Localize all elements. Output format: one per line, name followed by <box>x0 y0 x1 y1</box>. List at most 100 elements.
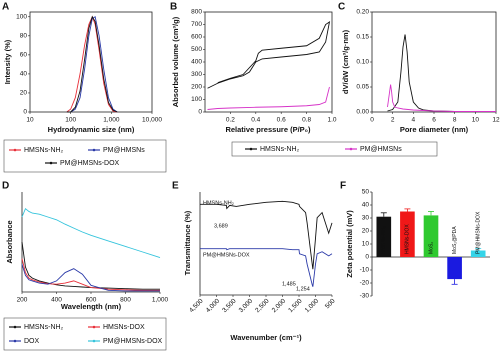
x-tick-label: 10 <box>472 117 480 124</box>
x-axis-title: Pore diameter (nm) <box>400 125 469 134</box>
y-tick-label: 0.20 <box>356 9 369 16</box>
y-tick-label: 200 <box>191 84 202 91</box>
y-tick-label: 0 <box>365 254 369 261</box>
y-axis-title: Intensity (%) <box>3 39 12 84</box>
category-label: HMSNs-DOX <box>405 224 411 254</box>
bar <box>447 257 462 280</box>
legend-marker <box>13 339 17 343</box>
panel-label: F <box>340 181 346 192</box>
x-tick-label: 1.0 <box>327 117 336 124</box>
y-tick-label: 20 <box>20 90 28 97</box>
legend-box <box>231 141 438 157</box>
series-line <box>200 200 333 270</box>
x-tick-label: 0.8 <box>302 117 311 124</box>
y-tick-label: 0 <box>198 109 202 116</box>
annotation: HMSNs-NH₂ <box>203 200 234 206</box>
legend-marker <box>249 147 253 151</box>
y-axis-title: Absorbance <box>5 220 14 263</box>
legend-label: HMSNs-NH₂ <box>260 146 300 153</box>
x-tick-label: 3,500 <box>221 297 238 314</box>
y-axis-title: Transmittance (%) <box>183 210 192 275</box>
series-line <box>200 248 333 287</box>
category-label: PM@HMSNs-DOX <box>476 211 482 254</box>
legend-marker <box>13 148 17 152</box>
x-tick-label: 12 <box>492 117 500 124</box>
x-tick-label: 1,000 <box>103 117 120 124</box>
x-axis-title: Hydrodynamic size (nm) <box>48 125 135 134</box>
x-tick-label: 200 <box>17 297 28 304</box>
legend-label: DOX <box>24 338 40 345</box>
legend-marker <box>92 325 96 329</box>
x-tick-label: 2 <box>391 117 395 124</box>
series-line <box>207 86 330 110</box>
x-tick-label: 4,000 <box>205 297 222 314</box>
panel-label: D <box>2 181 9 192</box>
y-tick-label: 0.05 <box>356 84 369 91</box>
annotation: 3,689 <box>214 223 228 229</box>
series-line <box>21 207 161 258</box>
y-tick-label: 0.00 <box>356 109 369 116</box>
x-axis-title: Wavelength (nm) <box>61 302 122 311</box>
x-tick-label: 10 <box>26 117 34 124</box>
y-tick-label: 0.10 <box>356 59 369 66</box>
x-tick-label: 500 <box>324 297 337 310</box>
y-tick-label: 500 <box>191 46 202 53</box>
y-tick-label: 10 <box>362 241 370 248</box>
legend-box <box>3 139 167 173</box>
y-tick-label: 20 <box>362 228 370 235</box>
x-axis-title: Relative pressure (P/P₀) <box>225 125 311 134</box>
y-tick-label: 50 <box>362 189 370 196</box>
series-line <box>21 258 160 291</box>
panel-label: B <box>170 2 177 13</box>
x-tick-label: 6 <box>432 117 436 124</box>
legend-label: HMSNs-NH₂ <box>24 147 64 154</box>
plot-frame <box>29 11 153 113</box>
annotation: PM@HMSNs-DOX <box>203 252 250 258</box>
annotation: 1,254 <box>296 286 310 292</box>
x-tick-label: 2,000 <box>271 297 288 314</box>
legend-marker <box>92 148 96 152</box>
series-line <box>387 84 496 112</box>
category-label: MoS₂@PDA <box>452 226 458 254</box>
annotation: 1,485 <box>282 281 296 287</box>
x-tick-label: 1,500 <box>287 297 304 314</box>
legend-marker <box>349 147 353 151</box>
x-tick-label: 0.6 <box>277 117 286 124</box>
x-tick-label: 0.4 <box>251 117 260 124</box>
panel-label: A <box>2 2 9 13</box>
x-tick-label: 3,000 <box>238 297 255 314</box>
legend-label: HMSNs-DOX <box>103 324 145 331</box>
category-label: MoS₂ <box>428 242 434 254</box>
legend-label: PM@HMSNs <box>103 147 145 154</box>
x-tick-label: 4,500 <box>188 297 205 314</box>
y-tick-label: 30 <box>362 215 370 222</box>
x-tick-label: 400 <box>51 297 62 304</box>
y-tick-label: 60 <box>20 52 28 59</box>
x-tick-label: 4 <box>412 117 416 124</box>
y-tick-label: -20 <box>360 280 370 287</box>
x-tick-label: 100 <box>65 117 76 124</box>
series-line <box>207 21 331 89</box>
bar <box>376 216 392 257</box>
y-tick-label: 40 <box>362 202 370 209</box>
x-tick-label: 1,000 <box>152 297 169 304</box>
y-tick-label: -10 <box>360 267 370 274</box>
bar <box>470 250 486 257</box>
x-tick-label: 0 <box>370 117 374 124</box>
plot-frame <box>204 11 333 113</box>
legend-label: PM@HMSNs-DOX <box>60 160 120 167</box>
y-tick-label: 40 <box>20 71 28 78</box>
y-tick-label: 0 <box>23 109 27 116</box>
panel-label: E <box>172 181 179 192</box>
category-label: HMSNs-NH₂ <box>381 226 387 254</box>
series-line <box>21 264 160 292</box>
y-tick-label: 700 <box>191 21 202 28</box>
y-axis-title: dV/dW (cm³/g·nm) <box>341 29 350 94</box>
y-tick-label: 0.15 <box>356 34 369 41</box>
legend-box <box>3 317 167 351</box>
legend-label: HMSNs-NH₂ <box>24 324 64 331</box>
legend-label: PM@HMSNs <box>360 146 402 153</box>
y-tick-label: 400 <box>191 59 202 66</box>
legend-marker <box>13 325 17 329</box>
